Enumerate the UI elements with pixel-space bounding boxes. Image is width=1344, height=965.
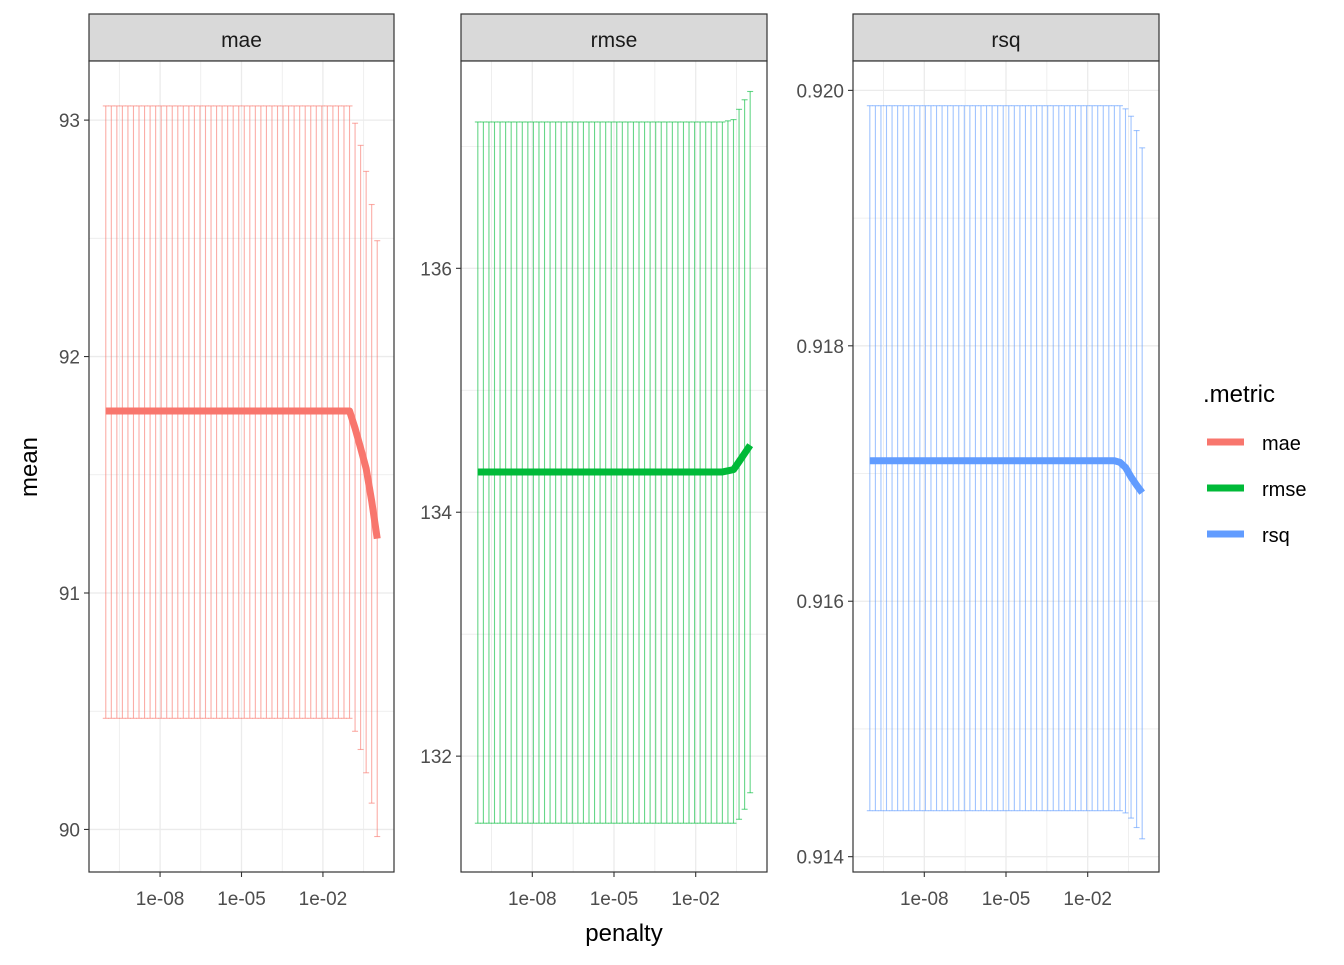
x-tick-label: 1e-05 — [982, 889, 1031, 910]
facet-strip-label: rmse — [591, 29, 638, 52]
x-tick-label: 1e-02 — [299, 889, 348, 910]
x-tick-label: 1e-08 — [136, 889, 185, 910]
facet-strip-label: mae — [221, 29, 262, 52]
y-tick-label: 92 — [59, 348, 80, 369]
legend-label: rsq — [1262, 525, 1290, 547]
x-tick-label: 1e-08 — [900, 889, 949, 910]
facet-strip — [88, 13, 395, 62]
facet-strip — [852, 13, 1160, 62]
legend-label: rmse — [1262, 479, 1306, 501]
y-tick-label: 136 — [420, 259, 452, 280]
y-tick-label: 91 — [59, 584, 80, 605]
facet-strip-label: rsq — [991, 29, 1020, 52]
y-tick-label: 134 — [420, 503, 452, 524]
x-tick-label: 1e-02 — [671, 889, 720, 910]
y-tick-label: 90 — [59, 820, 80, 841]
y-tick-label: 132 — [420, 747, 452, 768]
legend-title: .metric — [1203, 381, 1275, 408]
y-tick-label: 0.920 — [796, 81, 844, 102]
mean-line-mae — [105, 407, 381, 540]
x-tick-label: 1e-02 — [1063, 889, 1112, 910]
x-tick-label: 1e-05 — [217, 889, 266, 910]
facet-panel-rmse: rmse 132 134 136 1e-08 1e-05 1e-02 — [420, 13, 768, 910]
legend: .metric mae rmse rsq — [1203, 381, 1306, 547]
y-tick-label: 0.914 — [796, 848, 844, 869]
y-axis-title: mean — [16, 437, 43, 497]
mean-line-rmse — [477, 443, 754, 476]
legend-label: mae — [1262, 433, 1301, 455]
y-tick-label: 93 — [59, 111, 80, 132]
facet-panel-mae: mae 90 91 92 93 1e-08 1e-05 1e-02 — [59, 13, 395, 910]
y-tick-label: 0.916 — [796, 592, 844, 613]
y-tick-label: 0.918 — [796, 337, 844, 358]
x-tick-label: 1e-05 — [590, 889, 639, 910]
x-tick-label: 1e-08 — [508, 889, 557, 910]
facet-panel-rsq: rsq 0.914 0.916 0.918 0.920 1e-08 1e-05 1e-02 — [796, 13, 1160, 910]
x-axis-title: penalty — [585, 920, 662, 947]
mean-line-rsq — [869, 457, 1145, 495]
facet-strip — [460, 13, 768, 62]
